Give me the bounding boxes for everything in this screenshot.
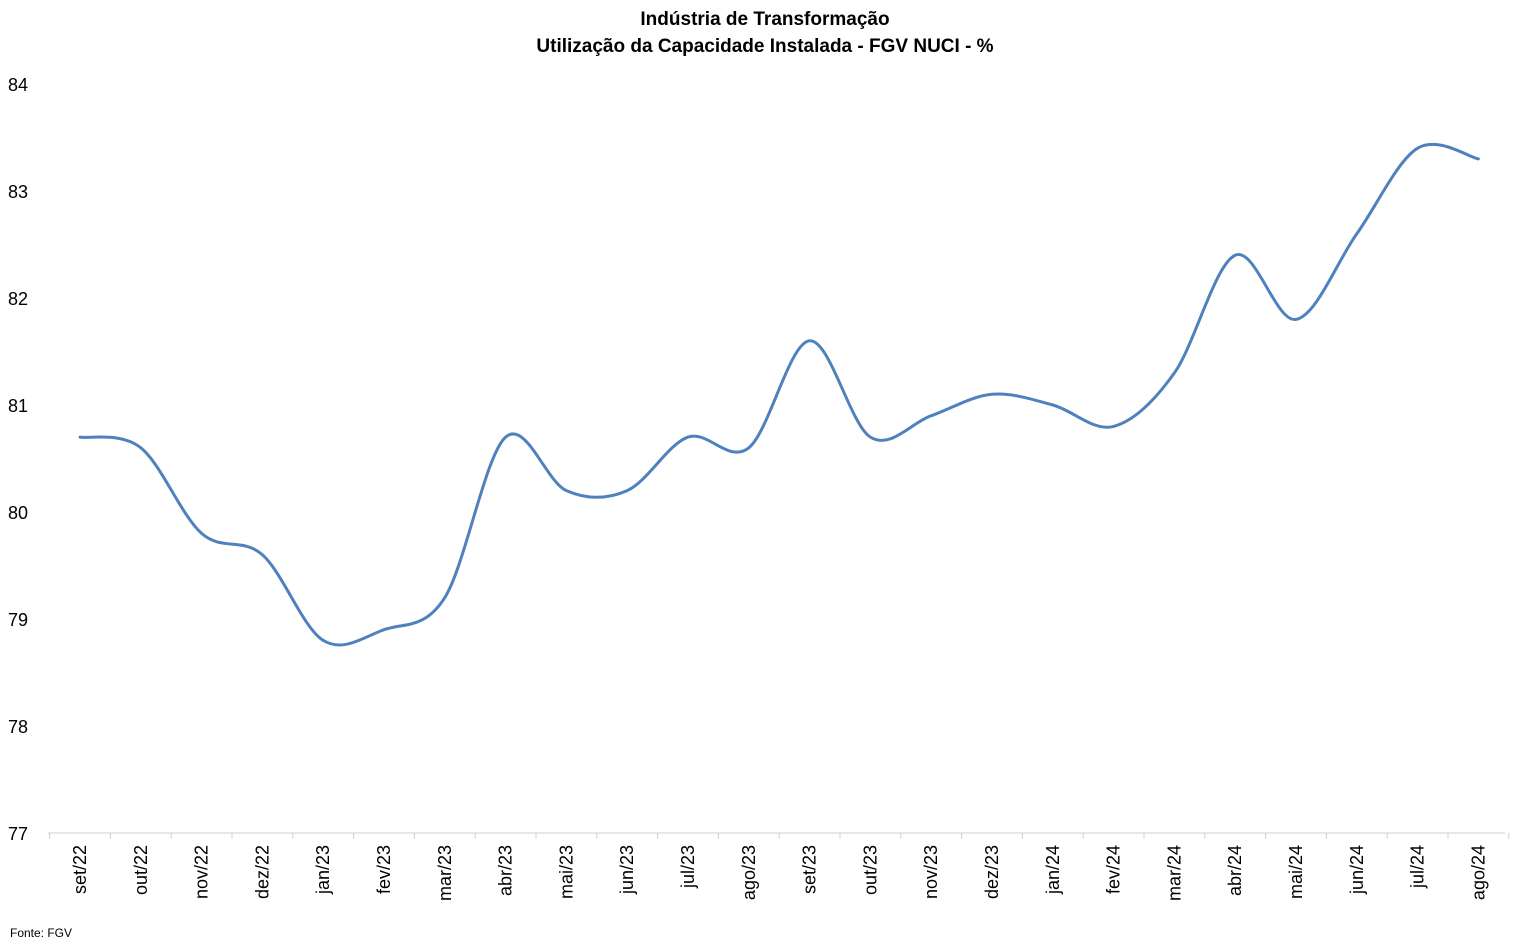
x-tick-label: set/23 bbox=[800, 845, 820, 894]
x-tick-label: nov/22 bbox=[192, 845, 212, 899]
data-point bbox=[685, 434, 691, 440]
y-tick-label: 84 bbox=[8, 75, 28, 95]
x-tick-label: abr/23 bbox=[496, 845, 516, 896]
data-point bbox=[381, 627, 387, 633]
data-point bbox=[746, 445, 752, 451]
x-tick-label: abr/24 bbox=[1225, 845, 1245, 896]
x-tick-label: out/22 bbox=[131, 845, 151, 895]
x-tick-label: jul/24 bbox=[1408, 845, 1428, 889]
data-point bbox=[867, 434, 873, 440]
data-point bbox=[503, 434, 509, 440]
x-axis-ticks bbox=[49, 833, 1510, 839]
data-point bbox=[563, 488, 569, 494]
x-tick-label: ago/24 bbox=[1468, 845, 1488, 900]
x-tick-label: dez/23 bbox=[982, 845, 1002, 899]
data-point bbox=[77, 434, 83, 440]
x-tick-label: ago/23 bbox=[739, 845, 759, 900]
data-point bbox=[1171, 370, 1177, 376]
data-point bbox=[1415, 145, 1421, 151]
data-point bbox=[1293, 316, 1299, 322]
x-tick-label: jun/24 bbox=[1347, 845, 1367, 895]
y-tick-label: 78 bbox=[8, 717, 28, 737]
y-tick-label: 77 bbox=[8, 824, 28, 844]
chart-title-line-1: Indústria de Transformação bbox=[640, 9, 890, 30]
series-group bbox=[77, 142, 1481, 647]
x-tick-label: set/22 bbox=[70, 845, 90, 894]
x-tick-label: mar/24 bbox=[1164, 845, 1184, 901]
y-tick-label: 83 bbox=[8, 182, 28, 202]
data-point bbox=[442, 595, 448, 601]
y-tick-label: 80 bbox=[8, 503, 28, 523]
y-tick-label: 82 bbox=[8, 289, 28, 309]
data-point bbox=[1475, 156, 1481, 162]
x-tick-label: nov/23 bbox=[921, 845, 941, 899]
series-line bbox=[78, 142, 1480, 647]
x-tick-label: dez/22 bbox=[252, 845, 272, 899]
x-tick-label: jul/23 bbox=[678, 845, 698, 889]
y-tick-label: 81 bbox=[8, 396, 28, 416]
x-tick-label: jan/23 bbox=[313, 845, 333, 895]
x-tick-label: jan/24 bbox=[1043, 845, 1063, 895]
y-axis-tick-labels: 77 78 79 80 81 82 83 84 bbox=[8, 75, 28, 844]
y-tick-label: 79 bbox=[8, 610, 28, 630]
x-tick-label: fev/24 bbox=[1104, 845, 1124, 894]
x-axis-tick-labels: set/22 out/22 nov/22 dez/22 jan/23 fev/23 mar/… bbox=[70, 845, 1488, 901]
x-tick-label: jun/23 bbox=[617, 845, 637, 895]
x-tick-label: fev/23 bbox=[374, 845, 394, 894]
data-point bbox=[320, 637, 326, 643]
data-point bbox=[807, 338, 813, 344]
data-point bbox=[624, 488, 630, 494]
x-tick-label: mai/23 bbox=[556, 845, 576, 899]
data-point bbox=[199, 530, 205, 536]
chart-title: Indústria de Transformação Utilização da… bbox=[0, 6, 1519, 60]
data-point bbox=[1354, 231, 1360, 237]
data-point bbox=[989, 391, 995, 397]
x-tick-label: mai/24 bbox=[1286, 845, 1306, 899]
data-point bbox=[1232, 252, 1238, 258]
data-point bbox=[259, 552, 265, 558]
data-point bbox=[138, 445, 144, 451]
data-point bbox=[1111, 423, 1117, 429]
source-note: Fonte: FGV bbox=[10, 926, 73, 940]
x-tick-label: out/23 bbox=[860, 845, 880, 895]
data-point bbox=[928, 413, 934, 419]
data-point bbox=[1050, 402, 1056, 408]
chart-subtitle: Utilização da Capacidade Instalada - FGV… bbox=[536, 36, 994, 57]
x-tick-label: mar/23 bbox=[435, 845, 455, 901]
